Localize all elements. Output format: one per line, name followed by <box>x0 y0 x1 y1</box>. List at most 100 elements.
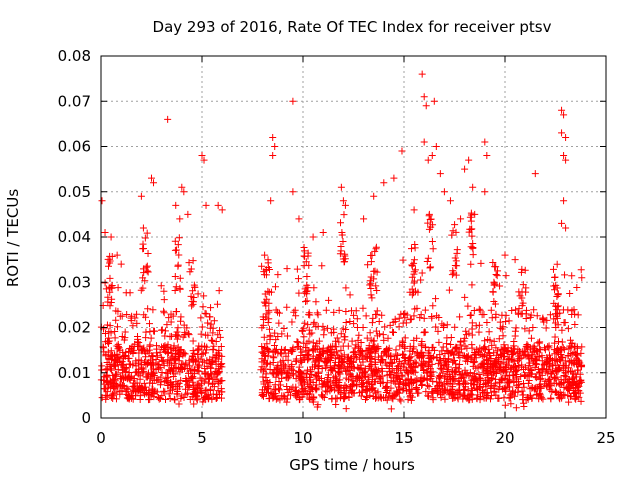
data-point <box>577 363 585 371</box>
data-point <box>536 346 544 354</box>
data-point <box>550 379 558 387</box>
data-point <box>144 305 152 313</box>
data-point <box>429 394 437 402</box>
data-point <box>352 375 360 383</box>
data-point <box>274 332 282 340</box>
data-point <box>570 306 578 314</box>
data-point <box>456 361 464 369</box>
data-point <box>476 306 484 314</box>
data-point <box>372 310 380 318</box>
data-point <box>368 381 376 389</box>
data-point <box>540 318 548 326</box>
data-point <box>551 286 559 294</box>
data-point <box>287 391 295 399</box>
data-point <box>341 201 349 209</box>
data-point <box>575 382 583 390</box>
data-point <box>405 361 413 369</box>
data-point <box>170 364 178 372</box>
data-point <box>155 360 163 368</box>
data-point <box>567 392 575 400</box>
data-point <box>551 374 559 382</box>
data-point <box>306 395 314 403</box>
data-point <box>404 396 412 404</box>
data-point <box>371 267 379 275</box>
data-point <box>180 188 188 196</box>
data-point <box>200 292 208 300</box>
data-point <box>342 367 350 375</box>
data-point <box>392 350 400 358</box>
data-point <box>406 354 414 362</box>
data-point <box>271 329 279 337</box>
data-point <box>303 297 311 305</box>
data-point <box>436 388 444 396</box>
data-point <box>150 179 158 187</box>
data-point <box>417 311 425 319</box>
data-point <box>451 221 459 229</box>
data-point <box>472 375 480 383</box>
data-point <box>451 254 459 262</box>
data-point <box>102 285 110 293</box>
data-point <box>509 364 517 372</box>
data-point <box>447 341 455 349</box>
data-point <box>399 310 407 318</box>
data-point <box>139 274 147 282</box>
data-point <box>116 354 124 362</box>
data-point <box>399 350 407 358</box>
data-point <box>318 262 326 270</box>
data-point <box>436 357 444 365</box>
data-point <box>514 378 522 386</box>
data-point <box>149 385 157 393</box>
data-point <box>118 358 126 366</box>
data-point <box>133 310 141 318</box>
data-point <box>160 307 168 315</box>
data-point <box>184 210 192 218</box>
data-point <box>113 388 121 396</box>
data-point <box>353 315 361 323</box>
data-point <box>264 319 272 327</box>
data-point <box>459 392 467 400</box>
data-point <box>553 260 561 268</box>
data-point <box>264 382 272 390</box>
data-point <box>318 383 326 391</box>
data-point <box>178 183 186 191</box>
x-tick-label: 20 <box>495 429 514 447</box>
data-point <box>451 262 459 270</box>
data-point <box>217 385 225 393</box>
data-point <box>117 260 125 268</box>
data-point <box>390 328 398 336</box>
data-point <box>109 382 117 390</box>
data-point <box>158 356 166 364</box>
data-point <box>424 219 432 227</box>
data-point <box>193 396 201 404</box>
data-point <box>548 367 556 375</box>
data-point <box>366 391 374 399</box>
data-point <box>209 380 217 388</box>
data-point <box>551 333 559 341</box>
data-point <box>340 258 348 266</box>
data-point <box>437 379 445 387</box>
data-point <box>538 371 546 379</box>
data-point <box>212 337 220 345</box>
data-point <box>400 384 408 392</box>
data-point <box>367 280 375 288</box>
data-point <box>175 251 183 259</box>
data-point <box>131 387 139 395</box>
data-point <box>515 288 523 296</box>
data-point <box>422 102 430 110</box>
data-point <box>560 152 568 160</box>
data-point <box>304 252 312 260</box>
data-point <box>491 380 499 388</box>
data-point <box>136 395 144 403</box>
data-point <box>171 246 179 254</box>
data-point <box>262 376 270 384</box>
data-point <box>428 152 436 160</box>
data-point <box>190 366 198 374</box>
data-point <box>577 397 585 405</box>
data-point <box>494 394 502 402</box>
data-point <box>337 183 345 191</box>
data-point <box>337 346 345 354</box>
data-point <box>518 387 526 395</box>
data-point <box>336 250 344 258</box>
data-point <box>501 344 509 352</box>
data-point <box>423 376 431 384</box>
